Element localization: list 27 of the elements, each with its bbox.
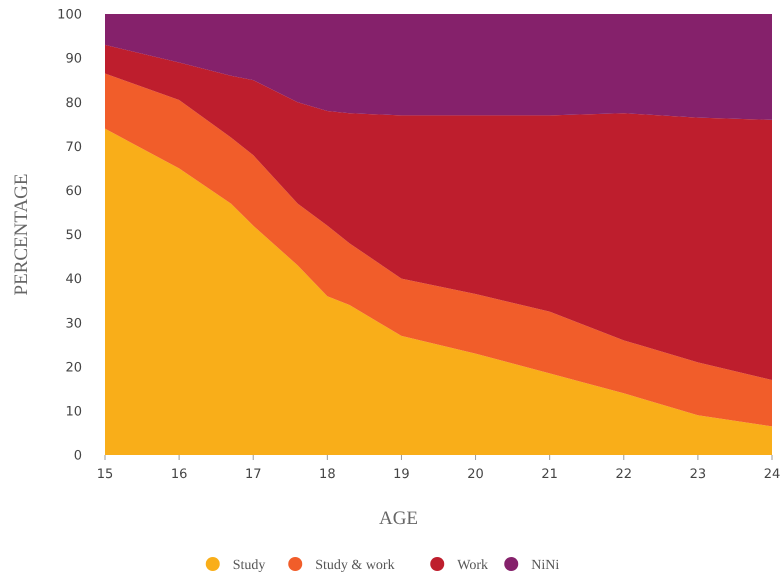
x-tick-label: 22	[616, 467, 632, 482]
y-tick-label: 0	[74, 448, 82, 464]
y-tick-label: 20	[65, 360, 82, 376]
y-tick-label: 40	[65, 272, 82, 288]
y-tick-label: 10	[65, 404, 82, 420]
y-tick-label: 80	[65, 96, 82, 111]
x-tick-label: 20	[467, 467, 484, 482]
y-axis-title: PERCENTAGE	[11, 174, 32, 296]
legend-label: Study & work	[315, 558, 395, 573]
y-tick-label: 30	[65, 316, 82, 332]
x-axis-title: AGE	[378, 508, 418, 529]
legend-label: Study	[232, 558, 266, 573]
x-tick-label: 18	[319, 467, 336, 482]
y-tick-label: 50	[65, 228, 82, 244]
y-tick-label: 60	[65, 184, 82, 199]
y-tick-label: 70	[65, 140, 82, 155]
y-tick-label: 90	[65, 52, 82, 67]
x-tick-label: 19	[393, 467, 410, 482]
legend-label: Work	[457, 558, 488, 573]
x-tick-label: 21	[541, 467, 558, 482]
x-tick-label: 23	[690, 467, 706, 482]
x-tick-label: 24	[764, 467, 780, 482]
legend-label: NiNi	[531, 558, 560, 573]
y-tick-label: 100	[57, 8, 82, 23]
x-tick-label: 17	[244, 467, 262, 482]
x-tick-label: 15	[96, 467, 114, 482]
x-tick-label: 16	[170, 467, 188, 482]
